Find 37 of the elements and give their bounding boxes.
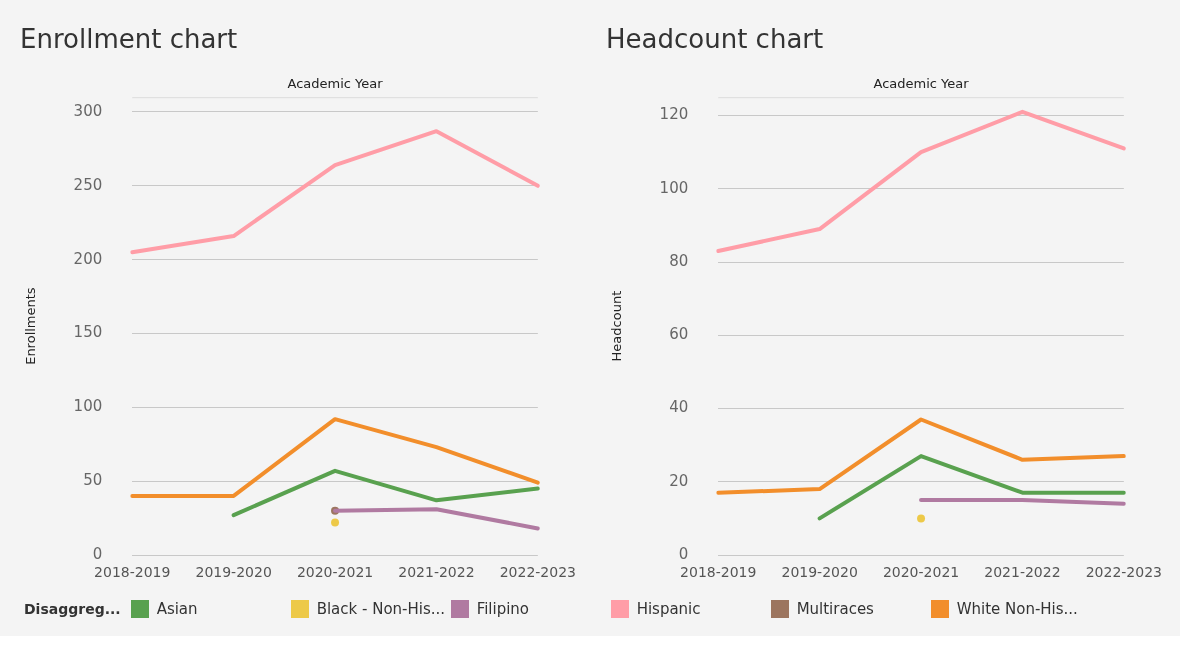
y-tick-label: 120 [659, 105, 689, 124]
legend-label: Multiraces [795, 600, 875, 618]
chart-title: Enrollment chart [20, 24, 238, 55]
y-axis-title: Enrollments [23, 287, 39, 365]
x-tick-label: 2020-2021 [296, 564, 374, 581]
y-tick-label: 20 [669, 471, 689, 490]
legend-label: Hispanic [635, 600, 702, 618]
y-tick-label: 300 [73, 101, 103, 120]
legend-label: Asian [155, 600, 199, 618]
x-tick-label: 2018-2019 [94, 564, 171, 581]
y-tick-label: 150 [73, 323, 103, 342]
y-tick-label: 0 [92, 544, 103, 563]
legend-label: White Non-His... [955, 600, 1079, 618]
y-axis-title: Headcount [609, 290, 625, 362]
legend-label: Black - Non-His... [315, 600, 447, 618]
y-tick-label: 50 [83, 471, 103, 490]
y-tick-label: 80 [669, 251, 689, 270]
y-tick-label: 200 [73, 249, 103, 268]
legend-title: Disaggreg... [24, 601, 121, 617]
x-tick-label: 2022-2023 [499, 564, 576, 581]
y-tick-label: 60 [669, 325, 689, 344]
y-tick-label: 100 [73, 397, 103, 416]
chart-title: Headcount chart [606, 24, 824, 55]
y-tick-label: 100 [659, 178, 689, 197]
x-tick-label: 2022-2023 [1085, 564, 1162, 581]
x-axis-title: Academic Year [287, 76, 384, 92]
x-tick-label: 2020-2021 [882, 564, 960, 581]
y-tick-label: 250 [73, 175, 103, 194]
x-tick-label: 2019-2020 [195, 564, 272, 581]
x-axis-title: Academic Year [873, 76, 970, 92]
y-tick-label: 40 [669, 398, 689, 417]
legend-label: Filipino [475, 600, 531, 618]
x-tick-label: 2021-2022 [398, 564, 475, 581]
x-tick-label: 2021-2022 [984, 564, 1061, 581]
x-tick-label: 2019-2020 [781, 564, 858, 581]
x-tick-label: 2018-2019 [680, 564, 757, 581]
y-tick-label: 0 [678, 544, 689, 563]
